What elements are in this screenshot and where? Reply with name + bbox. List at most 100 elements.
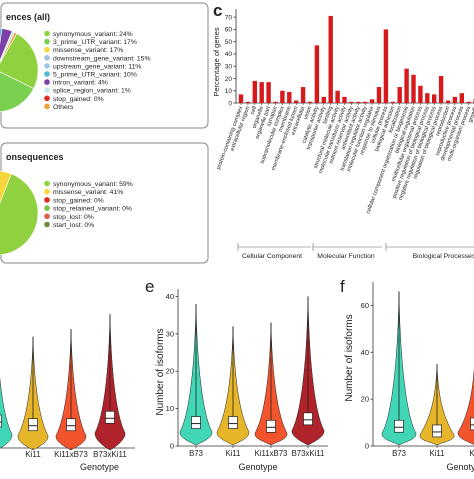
- pie-all-legend-label: downstream_gene_variant: 15%: [53, 55, 150, 62]
- pie-all-legend-swatch: [44, 55, 50, 61]
- bar: [280, 91, 284, 103]
- bar: [467, 102, 471, 103]
- violin-f-x-tick-label: B73: [392, 449, 406, 458]
- pie-all-legend-swatch: [44, 47, 50, 53]
- violin-d-x-tick-label: Ki11: [25, 450, 41, 459]
- pie-all-legend-label: 5_prime_UTR_variant: 10%: [53, 72, 137, 79]
- violin-e-xlabel: Genotype: [238, 462, 277, 472]
- bar-y-tick-label: 0: [228, 100, 232, 107]
- pie-coding-legend-label: missense_variant: 41%: [53, 189, 123, 196]
- pie-all-legend-swatch: [44, 96, 50, 102]
- pie-coding-legend-swatch: [44, 214, 50, 220]
- bar-marks: [239, 16, 474, 103]
- bar-group-label: Cellular Component: [242, 253, 302, 260]
- violin-e-box: [229, 417, 238, 429]
- violin-e-x-tick-label: B73: [189, 449, 203, 458]
- bar: [308, 102, 312, 103]
- pie-all-legend-swatch: [44, 31, 50, 37]
- pie-all-legend-label: splice_region_variant: 1%: [53, 88, 131, 95]
- bar: [315, 45, 319, 103]
- panel-label-c: c: [213, 1, 222, 20]
- pie-all-legend-swatch: [44, 87, 50, 93]
- violin-e-y-tick-label: 10: [166, 404, 174, 413]
- bar-group-brackets: Cellular Component Molecular Function Biol…: [238, 243, 474, 260]
- violin-d-box: [0, 415, 2, 427]
- pie-all-legend-label: stop_gained: 0%: [53, 96, 104, 103]
- bar: [273, 102, 277, 103]
- violin-d-box: [29, 419, 38, 431]
- panel-label-f: f: [340, 277, 345, 296]
- bar: [239, 94, 243, 103]
- bar: [370, 99, 374, 103]
- bar: [391, 102, 395, 103]
- violin-f-y-tick-label: 60: [361, 301, 369, 310]
- pie-coding-legend-label: synonymous_variant: 59%: [53, 181, 133, 188]
- pie-all-legend-swatch: [44, 79, 50, 85]
- violin-e-ylabel: Number of isoforms: [155, 328, 166, 415]
- violin-d: [0, 325, 12, 450]
- pie-all-legend-label: Others: [53, 104, 74, 111]
- violin-f: [458, 352, 474, 445]
- bar: [322, 97, 326, 103]
- bar: [266, 82, 270, 103]
- bar: [253, 81, 257, 103]
- violin-d-box: [67, 419, 76, 431]
- pie-coding-legend-label: stop_lost: 0%: [53, 214, 94, 221]
- bar: [425, 93, 429, 103]
- bar: [377, 87, 381, 103]
- pie-coding-legend-swatch: [44, 197, 50, 203]
- pie-coding-legend-label: stop_gained: 0%: [53, 197, 104, 204]
- bar-group-label: Molecular Function: [317, 253, 375, 260]
- violin-f-xlabel: Genotype: [446, 462, 474, 472]
- violin-d-x-tick-label: Ki11xB73: [54, 450, 88, 459]
- violin-e-box: [267, 420, 276, 432]
- violin-f-box: [471, 418, 474, 430]
- bar-y-tick-label: 20: [225, 76, 233, 83]
- bar: [342, 97, 346, 103]
- pie-coding-legend-swatch: [44, 205, 50, 211]
- violin-e-box: [304, 413, 313, 425]
- bar: [356, 102, 360, 103]
- pie-all-legend-label: missense_variant: 17%: [53, 47, 123, 54]
- violin-d-xlabel: Genotype: [80, 462, 119, 472]
- violin-e-box: [192, 417, 201, 429]
- bar: [460, 93, 464, 103]
- violin-f-y-tick-label: 40: [361, 348, 369, 357]
- pie-coding-legend-label: start_lost: 0%: [53, 222, 94, 229]
- violin-f-box: [433, 425, 442, 437]
- bar: [335, 91, 339, 103]
- bar: [329, 16, 333, 103]
- pie-all-legend-swatch: [44, 39, 50, 45]
- bar: [453, 97, 457, 103]
- bar-y-tick-label: 70: [225, 14, 233, 21]
- violin-e-x-tick-label: B73xKi11: [292, 449, 325, 458]
- panel-label-e: e: [145, 277, 154, 296]
- violin-f-box: [395, 420, 404, 432]
- pie-all-legend-swatch: [44, 63, 50, 69]
- pie-all-legend-label: upstream_gene_variant: 11%: [53, 63, 141, 70]
- bar: [260, 82, 264, 103]
- violin-e-x-tick-label: Ki11xB73: [255, 449, 288, 458]
- violin-panel-d: Ki11 Ki11xB73 B73xKi11 Genotype: [0, 314, 135, 472]
- pie-coding-legend-label: stop_retained_variant: 0%: [53, 206, 132, 213]
- bar: [246, 102, 250, 103]
- bar: [418, 86, 422, 103]
- bar-group-label: Biological Processes: [413, 253, 474, 260]
- bar: [301, 87, 305, 103]
- pie-all-legend-label: intron_variant: 4%: [53, 80, 108, 87]
- violin-e-y-tick-label: 0: [170, 442, 174, 451]
- violin-d-x-tick-label: B73xKi11: [93, 450, 127, 459]
- pie-all-legend-swatch: [44, 104, 50, 110]
- bar: [404, 69, 408, 103]
- violin-f-ylabel: Number of isoforms: [344, 314, 355, 401]
- bar: [349, 102, 353, 103]
- pie-coding-title: onsequences: [6, 152, 64, 162]
- violin-d-box: [106, 411, 115, 423]
- bar-y-tick-label: 10: [225, 88, 233, 95]
- bar-ylabel: Percentage of genes: [212, 27, 221, 96]
- bar: [363, 102, 367, 103]
